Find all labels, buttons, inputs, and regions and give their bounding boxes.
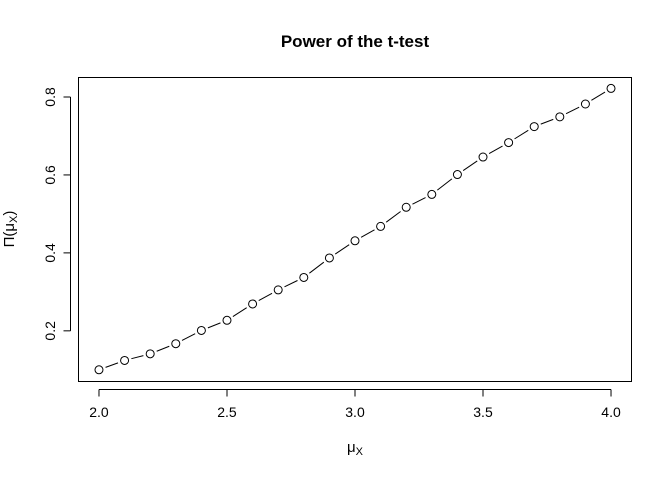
y-tick-label: 0.6 — [42, 165, 58, 185]
data-point — [580, 99, 590, 109]
data-point — [94, 365, 104, 375]
series-segment — [360, 229, 375, 238]
series-segment — [207, 322, 221, 329]
series-segment — [156, 345, 170, 352]
data-point — [120, 355, 130, 365]
series-segment — [131, 355, 144, 360]
data-point — [248, 299, 258, 309]
series-segment — [385, 211, 401, 223]
series-segment — [284, 280, 298, 288]
y-axis-label-subscript: X — [8, 215, 20, 223]
data-point — [452, 170, 462, 180]
y-axis: 0.2 0.4 0.6 0.8 — [42, 87, 71, 341]
x-axis: 2.0 2.5 3.0 3.5 4.0 — [89, 389, 621, 420]
series-segment — [437, 178, 453, 191]
power-series — [94, 83, 616, 375]
data-point — [401, 202, 411, 212]
series-segment — [412, 197, 426, 205]
series-segment — [591, 91, 606, 101]
chart-title: Power of the t-test — [281, 32, 430, 51]
y-tick-label: 0.2 — [42, 321, 58, 341]
data-point — [555, 112, 565, 122]
data-point — [376, 221, 386, 231]
x-axis-label-main: μ — [347, 439, 356, 456]
data-point — [171, 339, 181, 349]
plot-frame — [78, 77, 632, 382]
x-tick-label: 3.5 — [473, 404, 493, 420]
series-segment — [488, 145, 503, 155]
data-point — [427, 189, 437, 199]
series-segment — [462, 160, 478, 172]
series-segment — [565, 106, 580, 115]
series-segment — [232, 307, 247, 317]
data-point — [324, 253, 334, 263]
series-segment — [309, 261, 325, 274]
x-axis-label-subscript: X — [356, 446, 364, 458]
y-tick-label: 0.4 — [42, 243, 58, 263]
data-point — [478, 152, 488, 162]
y-axis-label: Π(μX) — [1, 211, 20, 248]
series-segment — [334, 244, 350, 255]
data-point — [350, 236, 360, 246]
y-axis-label-suffix: ) — [1, 211, 18, 216]
series-segment — [258, 292, 273, 302]
data-point — [273, 285, 283, 295]
x-tick-label: 2.5 — [217, 404, 237, 420]
x-tick-label: 2.0 — [89, 404, 109, 420]
data-point — [504, 138, 514, 148]
data-point — [222, 315, 232, 325]
data-point — [529, 122, 539, 132]
x-tick-label: 3.0 — [345, 404, 365, 420]
data-point — [606, 83, 616, 93]
y-tick-label: 0.8 — [42, 87, 58, 107]
data-point — [196, 325, 206, 335]
series-segment — [514, 129, 529, 140]
x-axis-label: μX — [347, 439, 364, 458]
data-point — [299, 272, 309, 282]
series-segment — [181, 333, 196, 341]
series-segment — [540, 118, 554, 125]
y-axis-label-prefix: Π(μ — [1, 223, 18, 247]
data-point — [145, 349, 155, 359]
x-tick-label: 4.0 — [601, 404, 621, 420]
series-segment — [105, 362, 119, 368]
